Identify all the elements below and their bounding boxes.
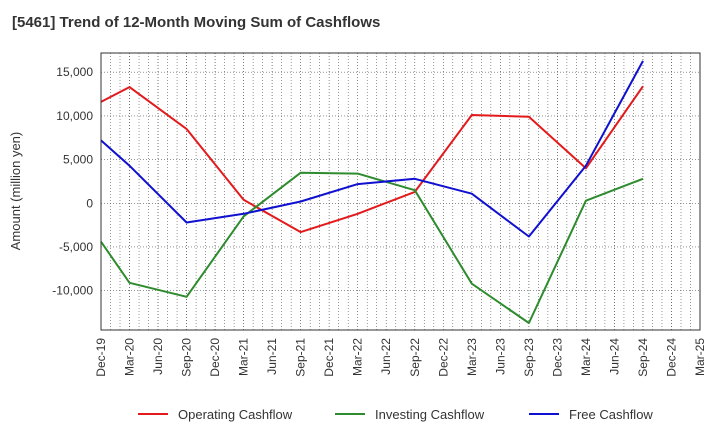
y-tick-label: 5,000	[63, 153, 93, 167]
legend-label: Investing Cashflow	[375, 407, 485, 422]
x-tick-label: Mar-23	[465, 338, 479, 376]
x-tick-label: Dec-23	[550, 338, 564, 377]
series-line-operating-cashflow	[100, 85, 644, 234]
x-tick-label: Sep-22	[408, 338, 422, 377]
y-tick-label: 10,000	[56, 109, 93, 123]
x-tick-label: Dec-21	[322, 338, 336, 377]
x-tick-label: Dec-20	[208, 338, 222, 377]
legend-label: Free Cashflow	[569, 407, 653, 422]
plot-frame	[100, 52, 701, 331]
x-tick-label: Dec-19	[94, 338, 108, 377]
series-line-free-cashflow	[100, 60, 644, 238]
legend-label: Operating Cashflow	[178, 407, 293, 422]
x-tick-label: Sep-24	[636, 338, 650, 377]
y-tick-label: 15,000	[56, 65, 93, 79]
legend: Operating Cashflow Investing Cashflow Free…	[138, 407, 653, 422]
x-tick-label: Jun-22	[379, 338, 393, 375]
x-tick-label: Dec-24	[664, 338, 678, 377]
series-line-investing-cashflow	[100, 171, 644, 324]
y-axis-title: Amount (million yen)	[8, 132, 23, 251]
x-tick-label: Sep-21	[294, 338, 308, 377]
x-tick-label: Dec-22	[436, 338, 450, 377]
x-tick-label: Sep-23	[522, 338, 536, 377]
chart-title: [5461] Trend of 12-Month Moving Sum of C…	[12, 14, 381, 31]
x-tick-label: Jun-23	[493, 338, 507, 375]
grid	[101, 53, 700, 330]
y-tick-label: -5,000	[59, 240, 93, 254]
x-tick-label: Sep-20	[180, 338, 194, 377]
y-tick-labels: 15,000 10,000 5,000 0 -5,000 -10,000	[52, 65, 93, 297]
series-lines	[100, 60, 644, 324]
x-tick-label: Mar-25	[693, 338, 707, 376]
x-tick-label: Mar-21	[237, 338, 251, 376]
y-tick-label: 0	[86, 196, 93, 210]
x-tick-label: Mar-22	[351, 338, 365, 376]
x-tick-label: Mar-24	[579, 338, 593, 376]
x-tick-label: Jun-24	[607, 338, 621, 375]
x-tick-label: Jun-21	[265, 338, 279, 375]
y-tick-label: -10,000	[52, 284, 93, 298]
x-tick-label: Jun-20	[151, 338, 165, 375]
x-tick-label: Mar-20	[123, 338, 137, 376]
x-tick-labels: Dec-19 Mar-20 Jun-20 Sep-20 Dec-20 Mar-21 Jun-…	[94, 338, 707, 377]
